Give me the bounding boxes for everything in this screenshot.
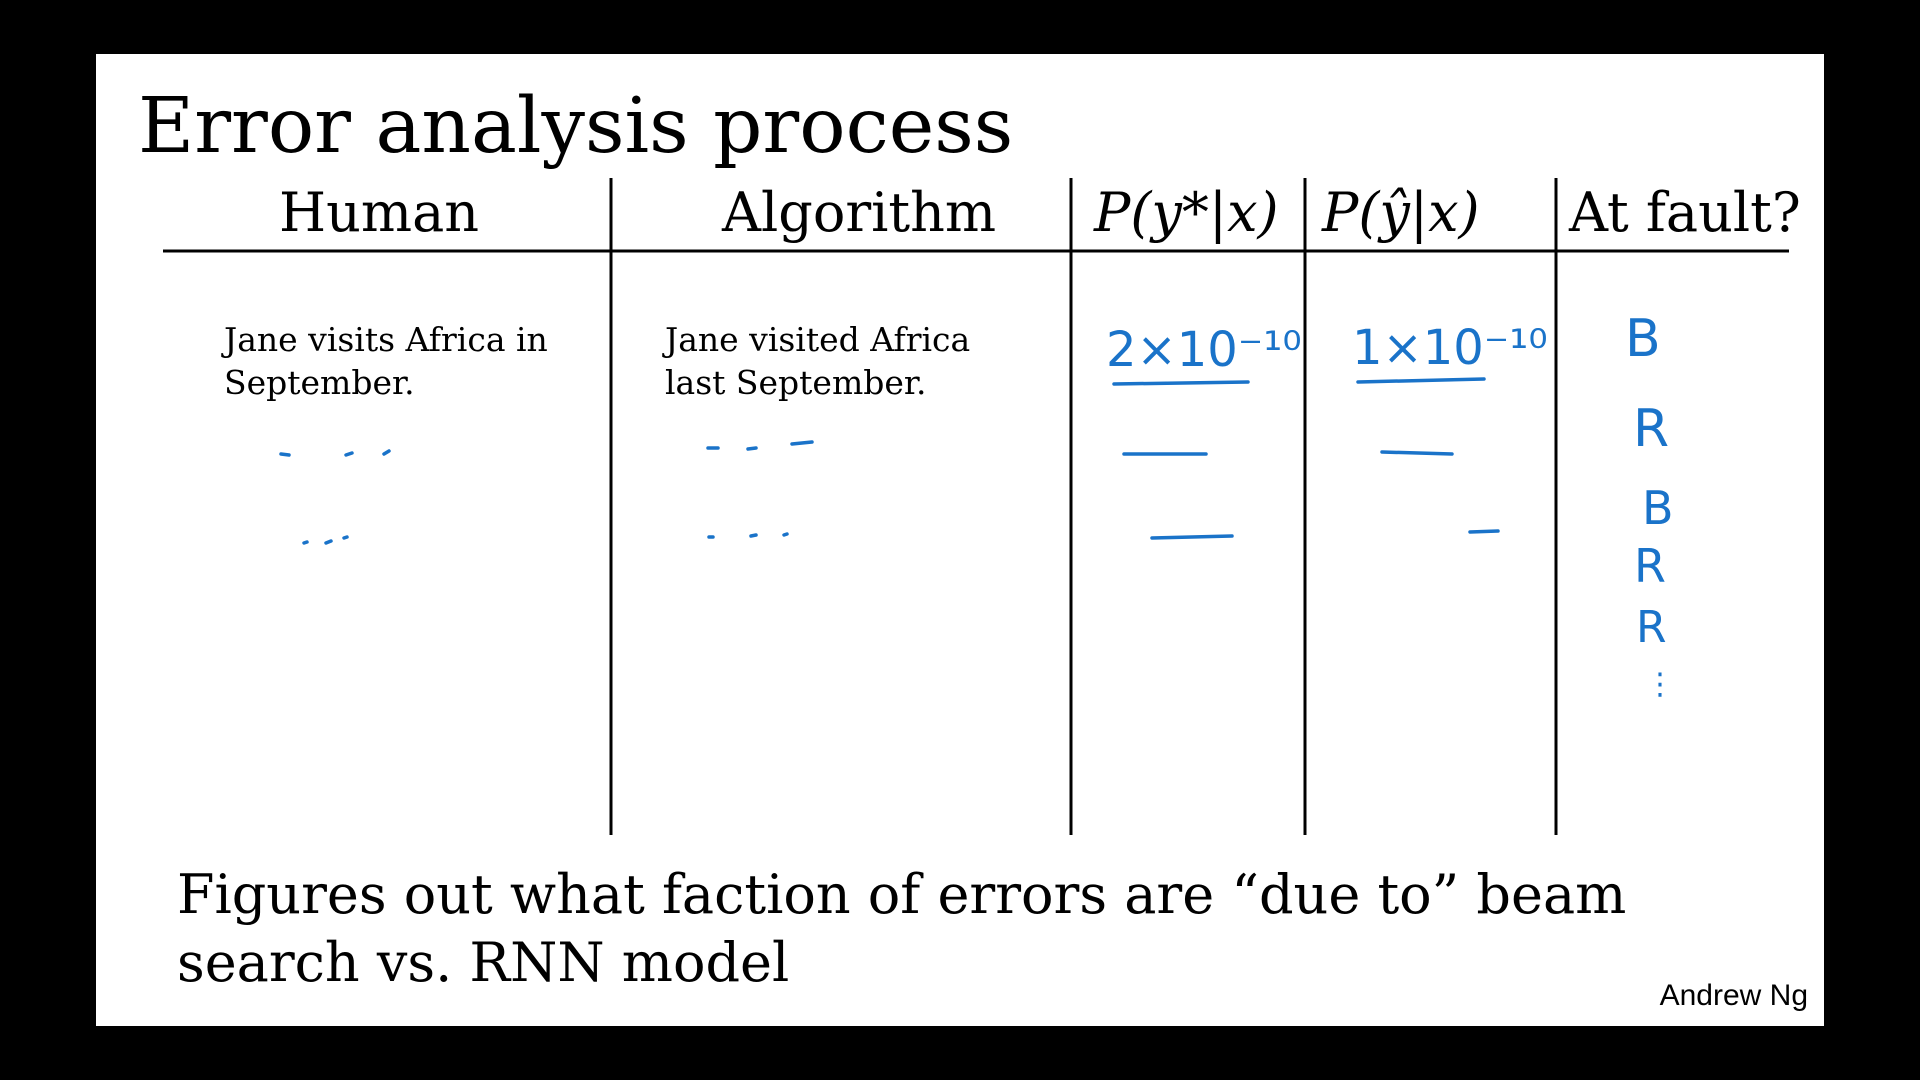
- footer-line-2: search vs. RNN model: [177, 931, 790, 994]
- header-algorithm: Algorithm: [722, 181, 997, 244]
- slide: Error analysis process Human Algorithm P…: [96, 54, 1824, 1026]
- algorithm-row-2-squiggle: [706, 440, 814, 451]
- human-sentence-line-2: September.: [224, 363, 415, 402]
- human-row-2-squiggle: [279, 449, 391, 457]
- p-y-star-row-3-dash: [1150, 534, 1234, 540]
- p-y-star-value: 2×10⁻¹⁰: [1106, 322, 1302, 378]
- footer-caption: Figures out what faction of errors are “…: [177, 861, 1626, 997]
- slide-title: Error analysis process: [138, 82, 1014, 171]
- handwriting-layer: 2×10⁻¹⁰ 1×10⁻¹⁰ B R B R R ⋮: [279, 309, 1675, 702]
- algorithm-sentence-line-2: last September.: [665, 363, 927, 402]
- algorithm-row-3-squiggle: [707, 532, 789, 539]
- header-p-y-star: P(y*|x): [1094, 181, 1279, 244]
- at-fault-continuation: ⋮: [1645, 667, 1675, 702]
- header-at-fault: At fault?: [1569, 181, 1801, 244]
- at-fault-row-5: R: [1636, 602, 1667, 653]
- at-fault-row-2: R: [1633, 399, 1669, 459]
- algorithm-sentence-line-1: Jane visited Africa: [665, 320, 971, 359]
- at-fault-row-4: R: [1634, 539, 1666, 593]
- p-y-hat-row-3-dash: [1468, 529, 1500, 534]
- at-fault-row-1: B: [1625, 309, 1661, 369]
- p-y-hat-value: 1×10⁻¹⁰: [1352, 320, 1548, 376]
- table-grid: [163, 178, 1789, 835]
- p-y-star-underline: [1112, 380, 1250, 386]
- human-row-3-squiggle: [302, 535, 349, 545]
- human-sentence-line-1: Jane visits Africa in: [224, 320, 548, 359]
- at-fault-row-3: B: [1642, 481, 1674, 535]
- header-p-y-hat: P(ŷ|x): [1322, 181, 1480, 244]
- header-human: Human: [279, 181, 480, 244]
- footer-line-1: Figures out what faction of errors are “…: [177, 863, 1627, 926]
- p-y-hat-underline: [1356, 377, 1486, 384]
- author-credit: Andrew Ng: [1659, 979, 1808, 1012]
- p-y-hat-row-2-dash: [1380, 450, 1454, 456]
